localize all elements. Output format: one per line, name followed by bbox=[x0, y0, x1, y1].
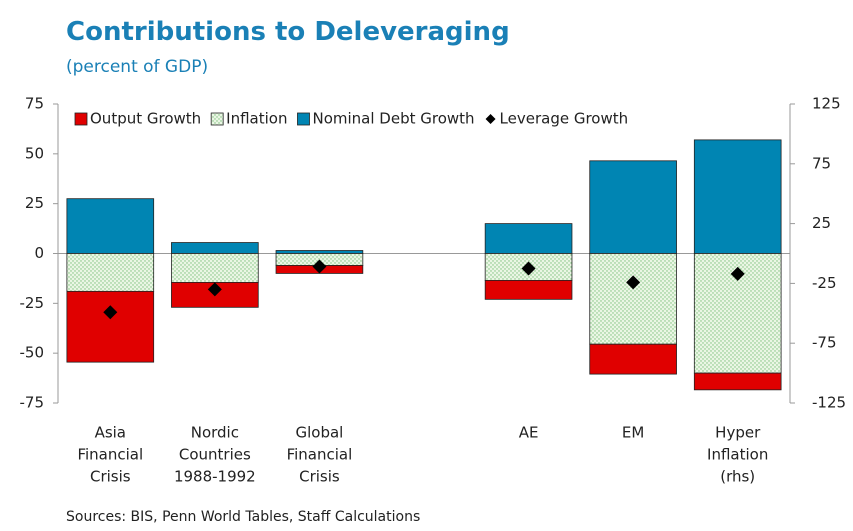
x-tick-label: Asia bbox=[95, 424, 126, 442]
legend-marker bbox=[485, 114, 496, 124]
y-tick-label: -50 bbox=[20, 344, 45, 362]
y2-tick-label: -75 bbox=[812, 334, 837, 352]
x-tick-label: (rhs) bbox=[720, 468, 755, 486]
y-tick-label: 0 bbox=[34, 244, 44, 262]
bar-segment bbox=[693, 139, 782, 254]
x-tick-label: Inflation bbox=[707, 446, 768, 464]
y2-tick-label: 25 bbox=[812, 214, 831, 232]
y2-tick-label: -25 bbox=[812, 274, 837, 292]
x-tick-label: Crisis bbox=[299, 468, 340, 486]
bar-segment bbox=[66, 290, 155, 363]
y2-tick-label: -125 bbox=[812, 394, 846, 412]
leverage-marker bbox=[521, 261, 536, 276]
legend-swatch bbox=[74, 112, 88, 126]
legend-label: Nominal Debt Growth bbox=[312, 110, 474, 128]
legend-label: Leverage Growth bbox=[500, 110, 629, 128]
bar-segment bbox=[693, 372, 782, 391]
x-tick-label: Financial bbox=[77, 446, 143, 464]
bar-segment bbox=[171, 253, 259, 283]
bar-segment bbox=[589, 253, 677, 345]
y-tick-label: 75 bbox=[25, 95, 44, 113]
x-tick-label: Global bbox=[295, 424, 343, 442]
x-tick-label: 1988-1992 bbox=[174, 468, 256, 486]
leverage-marker bbox=[207, 282, 222, 297]
x-tick-label: Countries bbox=[179, 446, 251, 464]
y2-tick-label: 125 bbox=[812, 95, 841, 113]
leverage-marker bbox=[103, 305, 118, 320]
leverage-marker bbox=[626, 275, 641, 290]
chart-subtitle: (percent of GDP) bbox=[66, 57, 208, 77]
leverage-marker bbox=[730, 266, 745, 281]
x-tick-label: Financial bbox=[287, 446, 353, 464]
bar-segment bbox=[484, 280, 573, 300]
bar-segment bbox=[171, 242, 259, 254]
x-tick-label: EM bbox=[622, 424, 644, 442]
y-tick-label: 50 bbox=[25, 144, 44, 162]
x-tick-label: AE bbox=[519, 424, 539, 442]
x-tick-label: Nordic bbox=[191, 424, 239, 442]
bar-segment bbox=[275, 250, 364, 254]
bar-segment bbox=[589, 343, 677, 375]
legend-label: Inflation bbox=[226, 110, 287, 128]
bar-segment bbox=[589, 160, 677, 254]
legend-swatch bbox=[297, 112, 310, 126]
leverage-marker bbox=[312, 259, 327, 274]
y-tick-label: -25 bbox=[20, 294, 45, 312]
legend-swatch bbox=[210, 112, 224, 126]
source-note: Sources: BIS, Penn World Tables, Staff C… bbox=[66, 509, 420, 525]
x-tick-label: Hyper bbox=[715, 424, 761, 442]
y-tick-label: -75 bbox=[20, 394, 45, 412]
legend-label: Output Growth bbox=[90, 110, 201, 128]
x-tick-label: Crisis bbox=[90, 468, 131, 486]
bar-segment bbox=[66, 198, 155, 254]
y2-tick-label: 75 bbox=[812, 154, 831, 172]
bar-segment bbox=[66, 253, 155, 292]
bar-segment bbox=[484, 223, 573, 254]
chart-title: Contributions to Deleveraging bbox=[66, 17, 510, 47]
y-tick-label: 25 bbox=[25, 194, 44, 212]
